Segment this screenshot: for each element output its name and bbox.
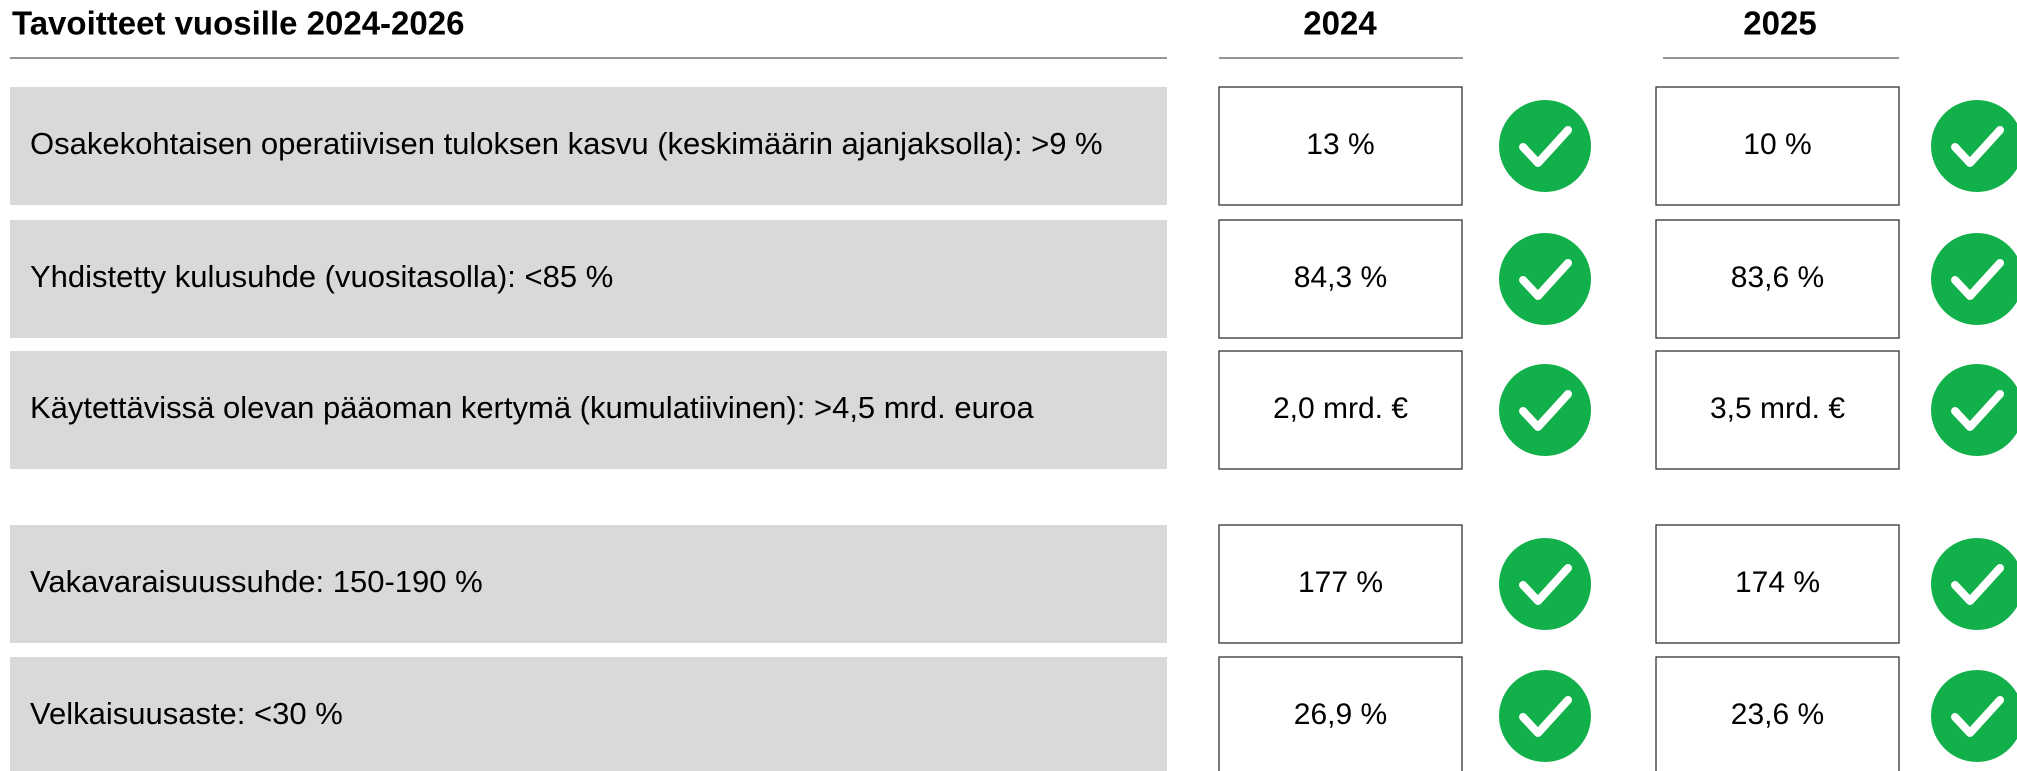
goal-label: Osakekohtaisen operatiivisen tuloksen ka… [30, 126, 1103, 161]
value-box [1655, 350, 1900, 470]
value: 13 % [1306, 128, 1374, 161]
check-mark [1951, 564, 2004, 605]
check-icon [1499, 670, 1591, 762]
check-mark [1519, 564, 1572, 605]
goal-label: Velkaisuusaste: <30 % [30, 696, 343, 731]
value-box [1218, 86, 1463, 206]
goal-row [10, 525, 1167, 643]
value: 2,0 mrd. € [1273, 392, 1408, 425]
check-mark [1951, 126, 2004, 167]
value-box [1655, 524, 1900, 644]
value: 84,3 % [1294, 261, 1387, 294]
check-mark [1519, 259, 1572, 300]
value: 174 % [1735, 566, 1820, 599]
value: 10 % [1743, 128, 1811, 161]
check-icon [1931, 670, 2017, 762]
check-icon [1499, 538, 1591, 630]
value: 177 % [1298, 566, 1383, 599]
check-icon [1931, 364, 2017, 456]
goal-row [10, 87, 1167, 205]
check-icon [1931, 538, 2017, 630]
value: 26,9 % [1294, 698, 1387, 731]
value-box [1218, 219, 1463, 339]
value-box [1218, 524, 1463, 644]
check-icon [1499, 364, 1591, 456]
check-mark [1519, 390, 1572, 431]
value-box [1655, 86, 1900, 206]
check-icon [1499, 100, 1591, 192]
goal-row [10, 657, 1167, 771]
goal-label: Yhdistetty kulusuhde (vuositasolla): <85… [30, 259, 613, 294]
value-box [1655, 219, 1900, 339]
value: 83,6 % [1731, 261, 1824, 294]
value-box [1655, 656, 1900, 771]
check-mark [1519, 696, 1572, 737]
check-icon [1931, 100, 2017, 192]
year-header: 2024 [1303, 5, 1377, 42]
value: 3,5 mrd. € [1710, 392, 1845, 425]
goal-row [10, 351, 1167, 469]
value-box [1218, 350, 1463, 470]
goal-label: Vakavaraisuussuhde: 150-190 % [30, 564, 483, 599]
check-mark [1951, 259, 2004, 300]
check-icon [1499, 233, 1591, 325]
goal-row [10, 220, 1167, 338]
table-title: Tavoitteet vuosille 2024-2026 [12, 5, 464, 42]
value: 23,6 % [1731, 698, 1824, 731]
value-box [1218, 656, 1463, 771]
year-header: 2025 [1743, 5, 1816, 42]
check-mark [1951, 390, 2004, 431]
check-icon [1931, 233, 2017, 325]
check-mark [1519, 126, 1572, 167]
check-mark [1951, 696, 2004, 737]
goal-label: Käytettävissä olevan pääoman kertymä (ku… [30, 390, 1034, 425]
